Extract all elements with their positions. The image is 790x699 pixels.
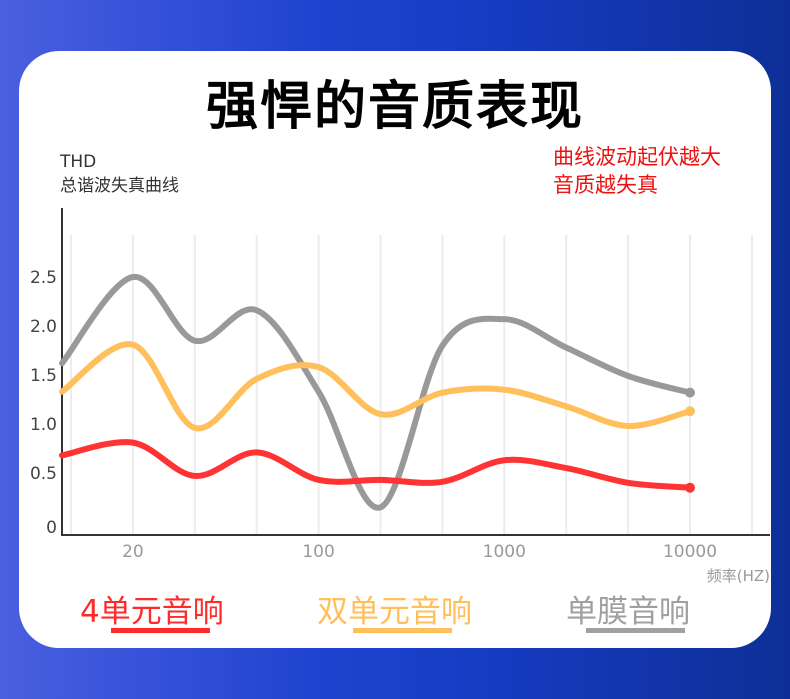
y-tick-label: 1.0 [30,415,57,435]
legend-item-4-unit: 4单元音响 [80,586,224,633]
note-line1: 曲线波动起伏越大 [553,145,721,169]
legend-underline [586,628,685,633]
series-line-4单元音响 [59,439,693,491]
legend-label: 双单元音响 [317,594,472,630]
x-tick-label: 100 [302,542,334,562]
legend-item-dual-unit: 双单元音响 [317,586,472,633]
page-title: 强悍的音质表现 [205,77,584,137]
y-axis-label-line2: 总谐波失真曲线 [60,176,179,196]
legend-label: 单膜音响 [566,594,690,630]
annotation-note: 曲线波动起伏越大 音质越失真 [553,143,721,199]
x-tick-label: 20 [122,542,144,562]
y-axis-label: THD 总谐波失真曲线 [60,150,179,198]
legend-label: 4单元音响 [80,594,224,630]
y-tick-label: 0 [46,518,57,538]
series-end-point [685,406,695,417]
x-axis-label: 频率(HZ) [707,567,770,585]
legend-underline [353,628,452,633]
series-end-point [685,482,695,493]
legend-item-single-membrane: 单膜音响 [566,586,690,633]
x-tick-label: 10000 [663,542,717,562]
y-tick-label: 2.5 [30,268,57,288]
x-tick-label: 1000 [483,542,526,562]
legend-underline [111,628,210,633]
note-line2: 音质越失真 [553,173,658,197]
y-axis-label-line1: THD [60,152,97,172]
y-tick-label: 1.5 [30,366,57,386]
y-tick-label: 0.5 [30,464,57,484]
y-tick-label: 2.0 [30,317,57,337]
series-line-双单元音响 [59,341,693,432]
series-line-单膜音响 [59,274,693,511]
series-end-point [685,387,695,398]
